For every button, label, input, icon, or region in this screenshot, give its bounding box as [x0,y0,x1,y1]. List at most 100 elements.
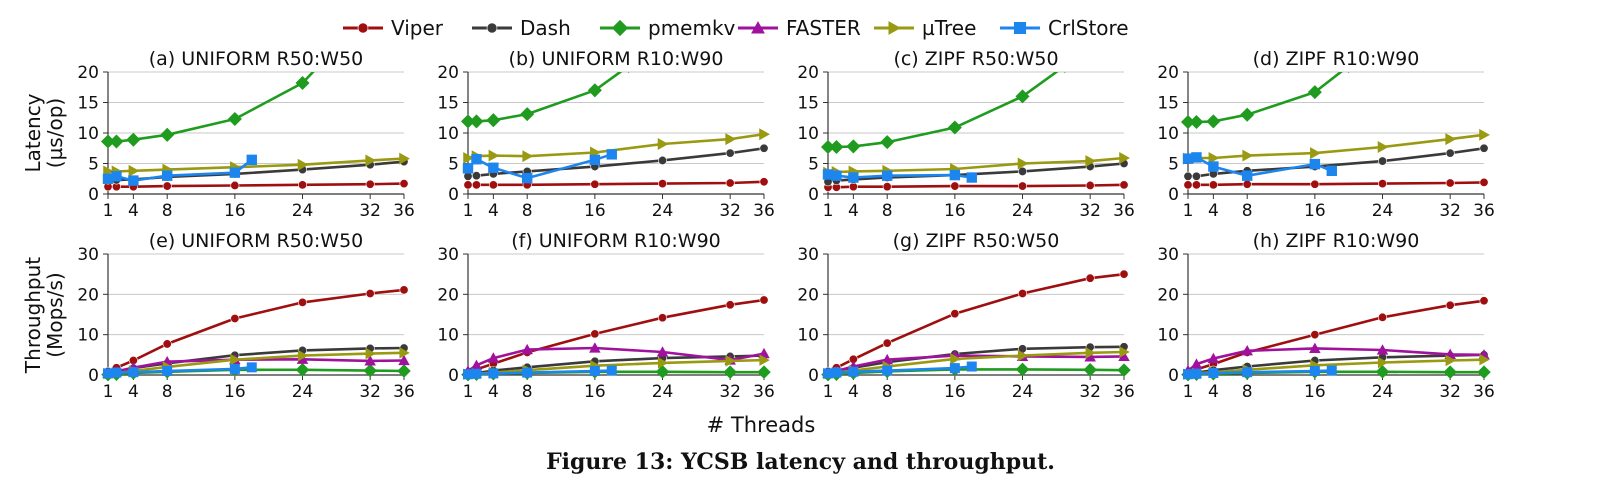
data-point-viper [365,289,375,299]
legend-marker-tree [888,21,901,35]
x-tick-label: 24 [292,382,314,402]
x-tick-label: 1 [1183,201,1194,221]
data-point-dash [471,171,481,181]
data-point-viper [882,182,892,192]
y-tick-label: 15 [1157,94,1179,114]
data-point-faster [656,346,669,357]
x-tick-label: 8 [162,382,173,402]
x-tick-label: 32 [1439,201,1461,221]
data-point-tree [1119,152,1130,164]
data-point-faster [881,353,893,365]
x-tick-label: 8 [1242,201,1253,221]
legend-marker-crlstore [1014,22,1026,34]
data-point-tree [1119,346,1130,358]
y-tick-label: 0 [808,185,819,205]
data-point-tree [522,150,534,163]
legend-label-pmemkv: pmemkv [648,16,736,40]
data-point-crlstore [103,368,113,379]
data-point-pmemkv [109,134,124,149]
x-tick-label: 36 [393,201,415,221]
data-point-dash [725,148,735,158]
y-tick-label: 20 [1157,285,1179,305]
data-point-viper [399,285,409,295]
data-point-faster [1207,352,1220,364]
series-line-viper [108,182,405,188]
legend-label-tree: µTree [922,16,976,40]
legend-item-tree: µTree [874,16,976,40]
data-point-crlstore [162,365,173,376]
data-point-viper [1479,296,1489,306]
x-tick-label: 8 [522,382,533,402]
legend-label-crlstore: CrlStore [1048,16,1129,40]
series-group [460,72,770,190]
data-point-viper [1445,178,1455,188]
legend-label-faster: FASTER [786,16,861,40]
x-tick-label: 32 [359,382,381,402]
x-tick-label: 4 [1208,201,1219,221]
y-tick-label: 20 [77,63,99,83]
data-point-crlstore [471,154,482,165]
data-point-dash [1018,166,1028,176]
data-point-pmemkv [1206,114,1221,129]
data-point-viper [1085,273,1095,283]
y-tick-label: 15 [77,94,99,114]
data-point-faster [589,342,601,353]
data-point-pmemkv [655,365,670,379]
y-tick-label: 5 [448,155,459,175]
panel-d-zipf-r10-w90: 0 5 10 15 20 1 4 8 16 24 32 36 (d) ZIPF R10:W90 [1157,48,1494,221]
data-point-viper [950,181,960,191]
y-tick-label: 10 [437,326,459,346]
data-point-pmemkv [1347,72,1350,73]
panel-title: (f) UNIFORM R10:W90 [511,230,721,252]
panel-f-uniform-r10-w90: 0 10 20 30 1 4 8 16 24 32 36 (f) UNIFORM R10:W90 [437,230,774,402]
data-point-crlstore [949,169,961,181]
data-point-pmemkv [880,135,895,150]
data-point-crlstore [882,365,893,376]
x-tick-label: 32 [1079,201,1101,221]
data-point-tree [725,355,736,367]
data-point-pmemkv [486,113,501,128]
x-tick-label: 24 [652,382,674,402]
x-tick-label: 8 [882,201,893,221]
panel-title: (e) UNIFORM R50:W50 [149,230,364,252]
x-tick-label: 4 [488,201,499,221]
data-point-tree [1085,347,1096,359]
data-point-viper [471,180,481,190]
data-point-tree [365,347,376,360]
data-point-viper [1018,181,1028,191]
data-point-viper [658,313,668,323]
data-point-pmemkv [363,363,377,378]
series-group [820,72,1130,192]
y-tick-label: 15 [797,94,819,114]
data-point-pmemkv [520,107,535,122]
x-tick-label: 4 [128,382,139,402]
x-tick-label: 4 [128,201,139,221]
data-point-viper [298,180,308,190]
data-point-crlstore [111,171,122,182]
data-point-crlstore [882,170,893,181]
data-point-pmemkv [295,363,310,377]
data-point-pmemkv [1477,365,1491,379]
data-point-crlstore [1208,161,1219,172]
data-point-pmemkv [1240,107,1255,122]
data-point-pmemkv [846,139,861,154]
data-point-viper [1018,289,1028,299]
data-point-viper [230,180,240,190]
y-tick-label: 10 [1157,326,1179,346]
y-tick-label: 5 [808,155,819,175]
data-point-faster [1084,351,1096,362]
x-tick-label: 16 [584,201,606,221]
data-point-viper [1191,180,1201,190]
data-point-viper [1242,179,1252,189]
y-tick-label: 10 [797,326,819,346]
data-point-tree [1310,147,1321,160]
data-point-crlstore [606,365,617,376]
data-point-crlstore [229,363,240,374]
data-point-tree [297,349,309,362]
series-line-viper [1188,181,1485,187]
data-point-viper [298,297,308,307]
data-point-viper [162,181,172,191]
y-tick-label: 0 [448,366,459,386]
x-tick-label: 1 [823,201,834,221]
data-point-tree [759,128,770,141]
